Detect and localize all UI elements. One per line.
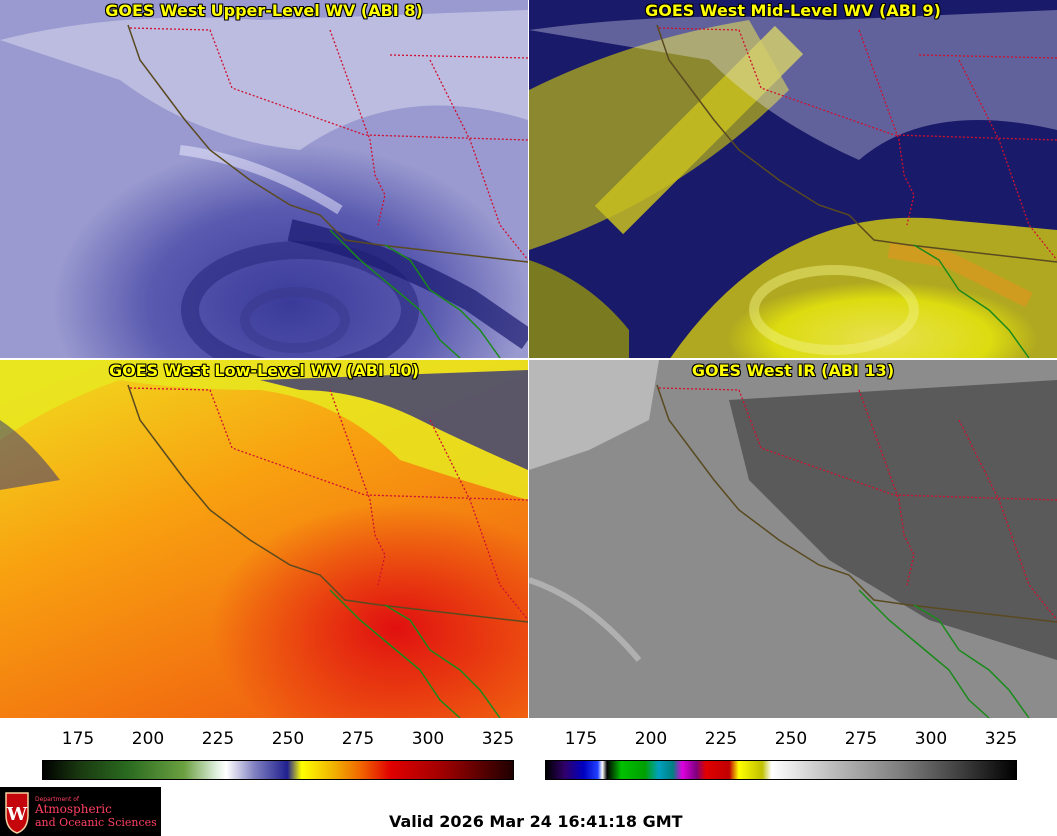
scale-tick: 325	[481, 729, 515, 749]
scale-tick: 325	[984, 729, 1018, 749]
scale-tick: 225	[201, 729, 235, 749]
scale-tick: 225	[704, 729, 738, 749]
scale-tick: 200	[131, 729, 165, 749]
panel-title: GOES West Upper-Level WV (ABI 8)	[105, 1, 423, 20]
mid-level-wv-image	[529, 0, 1057, 358]
ir-color-scale: 175 200 225 250 275 300 325	[543, 720, 1019, 780]
low-level-wv-image	[0, 360, 528, 718]
logo-text-atmospheric: Atmospheric	[35, 802, 112, 816]
scale-tick: 275	[844, 729, 878, 749]
scale-tick: 250	[774, 729, 808, 749]
low-level-wv-panel: GOES West Low-Level WV (ABI 10)	[0, 360, 528, 718]
scale-tick: 275	[341, 729, 375, 749]
scale-tick: 200	[634, 729, 668, 749]
panel-title: GOES West Low-Level WV (ABI 10)	[108, 361, 419, 380]
panel-title: GOES West Mid-Level WV (ABI 9)	[645, 1, 941, 20]
svg-text:W: W	[6, 804, 28, 825]
valid-timestamp: Valid 2026 Mar 24 16:41:18 GMT	[389, 812, 683, 831]
wv-scale-ticks: 175 200 225 250 275 300 325	[40, 729, 516, 751]
scale-tick: 300	[411, 729, 445, 749]
ir-panel: GOES West IR (ABI 13)	[529, 360, 1057, 718]
logo-text-oceanic: and Oceanic Sciences	[35, 816, 157, 829]
ir-image	[529, 360, 1057, 718]
scale-tick: 250	[271, 729, 305, 749]
upper-level-wv-image	[0, 0, 528, 358]
wv-colorbar	[42, 760, 514, 780]
scale-tick: 300	[914, 729, 948, 749]
ir-colorbar	[545, 760, 1017, 780]
scale-tick: 175	[61, 729, 95, 749]
upper-level-wv-panel: GOES West Upper-Level WV (ABI 8)	[0, 0, 528, 358]
mid-level-wv-panel: GOES West Mid-Level WV (ABI 9)	[529, 0, 1057, 358]
logo-text-dept: Department of	[35, 796, 79, 803]
wv-color-scale: 175 200 225 250 275 300 325	[40, 720, 516, 780]
scale-tick: 175	[564, 729, 598, 749]
uw-crest-icon: W	[5, 792, 29, 834]
panel-title: GOES West IR (ABI 13)	[691, 361, 895, 380]
ir-scale-ticks: 175 200 225 250 275 300 325	[543, 729, 1019, 751]
aos-logo: W Department of Atmospheric and Oceanic …	[0, 787, 161, 836]
